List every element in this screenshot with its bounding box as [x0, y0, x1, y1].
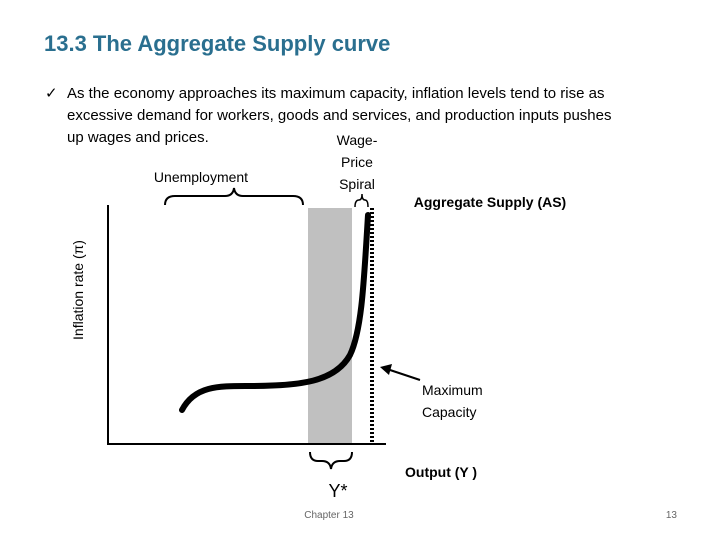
spiral-zone [308, 208, 352, 444]
y-axis-label: Inflation rate (π) [70, 240, 86, 340]
bullet-text: up wages and prices. [67, 129, 209, 146]
x-axis-label: Output (Y ) [405, 464, 477, 480]
page-number: 13 [666, 510, 678, 521]
bullet-text: excessive demand for workers, goods and … [67, 107, 611, 124]
spiral-label: Price [341, 154, 373, 170]
as-curve [179, 212, 371, 413]
bullet-text: As the economy approaches its maximum ca… [67, 85, 604, 102]
arrow-head [380, 364, 392, 375]
unemployment-label: Unemployment [154, 169, 248, 185]
slide-title: 13.3 The Aggregate Supply curve [44, 31, 390, 56]
capacity-label: Maximum [422, 382, 483, 398]
curve-label: Aggregate Supply (AS) [414, 194, 566, 210]
spiral-label: Spiral [339, 176, 375, 192]
bullet-mark: ✓ [45, 85, 58, 102]
capacity-label: Capacity [422, 404, 476, 420]
footer-chapter: Chapter 13 [304, 510, 354, 521]
potential-brace [309, 451, 353, 470]
potential-label: Y* [328, 481, 347, 501]
capacity-arrow [389, 369, 421, 381]
spiral-brace [354, 193, 369, 208]
spiral-label: Wage- [337, 132, 378, 148]
unemployment-brace [164, 187, 304, 206]
